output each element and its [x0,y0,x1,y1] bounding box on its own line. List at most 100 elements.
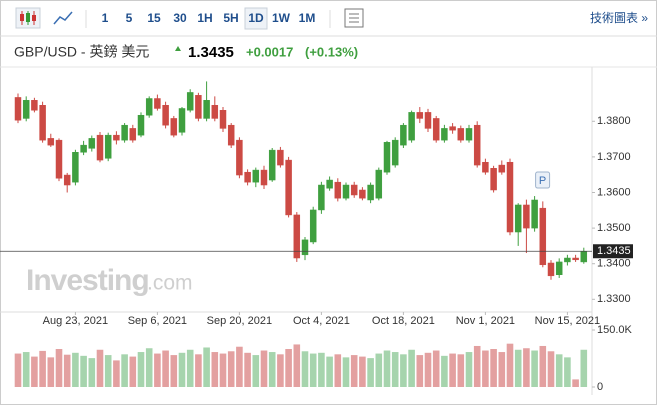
volume-bar [252,355,260,387]
candle-body [55,139,63,179]
candle-body [268,149,276,181]
volume-bar [400,354,407,387]
volume-bar [334,354,342,387]
volume-bar [154,353,161,387]
volume-bar [301,351,309,387]
candle-body [326,179,333,189]
volume-bar [236,346,243,387]
candle-body [465,128,473,141]
volume-bar [465,352,473,387]
candle-body [506,161,514,233]
y-tick-label: 1.3700 [597,151,631,163]
candle-body [580,251,588,263]
interval-button[interactable]: 5H [223,11,238,25]
volume-bar [137,352,145,387]
volume-bar [113,360,120,387]
volume-bar [129,356,137,387]
candle-body [293,214,301,259]
watermark: Investing [26,264,149,297]
candle-body [285,159,292,216]
volume-tick-label: 150.0K [597,324,633,336]
volume-bar [408,349,415,387]
volume-bar [531,350,538,387]
candle-body [195,95,202,119]
interval-button[interactable]: 1H [197,11,212,25]
volume-bar [391,352,399,387]
candle-icon[interactable] [15,7,41,29]
candle-body [400,124,407,146]
volume-bar [14,353,22,387]
interval-button[interactable]: 15 [147,11,161,25]
volume-bar [367,358,374,387]
volume-bar [219,353,227,387]
x-tick-label: Oct 18, 2021 [372,315,435,327]
volume-bar [227,351,235,387]
interval-button[interactable]: 30 [173,11,187,25]
candle-body [424,112,432,129]
volume-bar [285,349,292,387]
volume-bar [178,352,186,387]
candle-body [367,184,374,201]
candle-body [523,204,530,229]
candle-body [154,98,161,109]
x-tick-label: Nov 1, 2021 [456,315,515,327]
y-tick-label: 1.3600 [597,186,631,198]
candle-body [375,169,383,199]
candle-body [72,152,79,183]
watermark-suffix: .com [147,272,193,295]
candle-body [113,134,120,141]
volume-bar [506,343,514,387]
volume-bar [326,356,333,387]
volume-bar [80,355,87,387]
candle-body [104,134,112,159]
candle-body [203,100,210,119]
y-tick-label: 1.3300 [597,293,631,305]
tech-chart-link[interactable]: 技術圖表 » [590,11,648,25]
volume-bar [22,352,30,387]
volume-bar [473,345,481,387]
candle-body [31,100,38,111]
y-tick-label: 1.3500 [597,222,631,234]
indicator-icon[interactable] [344,8,364,28]
interval-button[interactable]: 1M [299,11,316,25]
last-price-label: 1.3435 [597,245,631,257]
volume-bar [244,352,251,387]
volume-bar [55,349,63,387]
volume-bar [63,354,71,387]
annotation: P [539,175,546,187]
candle-body [514,204,522,233]
candle-body [236,139,243,176]
interval-button[interactable]: 1W [272,11,291,25]
interval-button[interactable]: 1D [248,11,264,25]
volume-bar [490,349,497,387]
candle-body [547,262,555,277]
volume-bar [514,349,522,387]
candle-body [170,118,178,136]
candle-body [211,105,219,119]
volume-tick-label: 0 [597,381,603,393]
volume-bar [268,352,276,387]
volume-bar [121,354,128,387]
candle-body [22,100,30,119]
y-tick-label: 1.3400 [597,258,631,270]
candle-body [80,144,87,153]
volume-bar [145,348,153,387]
candle-body [350,184,358,196]
interval-button[interactable]: 1 [102,11,109,25]
candle-body [457,128,465,141]
candle-body [482,161,489,173]
line-icon[interactable] [53,11,73,25]
volume-bar [449,353,456,387]
x-tick-label: Sep 20, 2021 [207,315,272,327]
up-arrow [175,46,181,51]
interval-button[interactable]: 5 [126,11,133,25]
volume-bar [72,352,79,387]
candle-body [244,171,251,183]
volume-bar [350,355,358,387]
candle-body [359,189,366,199]
candle-body [555,261,563,276]
candle-body [145,98,153,116]
